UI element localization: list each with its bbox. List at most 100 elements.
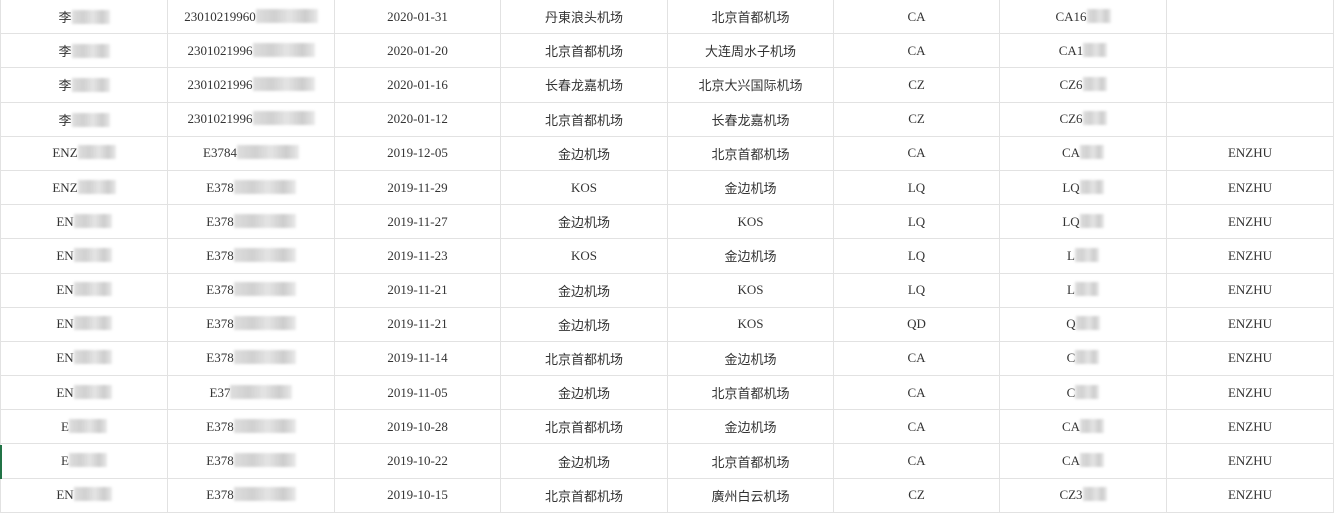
- cell-remark[interactable]: ENZHU: [1166, 306, 1334, 342]
- cell-remark[interactable]: ENZHU: [1166, 204, 1334, 240]
- cell-flight-number[interactable]: Q: [999, 306, 1167, 342]
- cell-date[interactable]: 2019-10-22: [334, 443, 501, 479]
- cell-name[interactable]: E: [0, 409, 168, 445]
- cell-airline[interactable]: CZ: [833, 101, 1000, 137]
- cell-departure-airport[interactable]: KOS: [500, 169, 668, 206]
- cell-departure-airport[interactable]: 长春龙嘉机场: [500, 67, 668, 103]
- cell-arrival-airport[interactable]: 北京首都机场: [667, 443, 834, 479]
- cell-date[interactable]: 2019-10-15: [334, 477, 501, 513]
- cell-flight-number[interactable]: CA: [999, 135, 1167, 171]
- cell-date[interactable]: 2019-10-28: [334, 409, 501, 445]
- cell-id-number[interactable]: E378: [167, 340, 335, 377]
- cell-departure-airport[interactable]: 金边机场: [500, 135, 668, 171]
- cell-flight-number[interactable]: C: [999, 375, 1167, 411]
- cell-id-number[interactable]: E378: [167, 169, 335, 206]
- cell-date[interactable]: 2019-11-14: [334, 340, 501, 377]
- cell-date[interactable]: 2019-11-23: [334, 238, 501, 274]
- cell-arrival-airport[interactable]: 金边机场: [667, 238, 834, 274]
- cell-arrival-airport[interactable]: 北京首都机场: [667, 0, 834, 35]
- cell-remark[interactable]: ENZHU: [1166, 477, 1334, 513]
- cell-flight-number[interactable]: CZ6: [999, 101, 1167, 137]
- cell-airline[interactable]: CA: [833, 443, 1000, 479]
- cell-name[interactable]: ENZ: [0, 135, 168, 171]
- cell-name[interactable]: 李: [0, 101, 168, 137]
- cell-airline[interactable]: LQ: [833, 238, 1000, 274]
- cell-airline[interactable]: CA: [833, 409, 1000, 445]
- cell-remark[interactable]: ENZHU: [1166, 135, 1334, 171]
- cell-name[interactable]: 李: [0, 33, 168, 69]
- cell-id-number[interactable]: E378: [167, 204, 335, 240]
- cell-departure-airport[interactable]: 北京首都机场: [500, 101, 668, 137]
- cell-airline[interactable]: CA: [833, 375, 1000, 411]
- cell-id-number[interactable]: E378: [167, 306, 335, 342]
- cell-flight-number[interactable]: C: [999, 340, 1167, 377]
- cell-id-number[interactable]: 2301021996: [167, 67, 335, 103]
- cell-remark[interactable]: ENZHU: [1166, 375, 1334, 411]
- cell-date[interactable]: 2020-01-12: [334, 101, 501, 137]
- cell-name[interactable]: EN: [0, 477, 168, 513]
- cell-flight-number[interactable]: CA: [999, 409, 1167, 445]
- cell-id-number[interactable]: E378: [167, 477, 335, 513]
- cell-remark[interactable]: [1166, 101, 1334, 137]
- cell-date[interactable]: 2019-11-05: [334, 375, 501, 411]
- cell-arrival-airport[interactable]: 大连周水子机场: [667, 33, 834, 69]
- cell-departure-airport[interactable]: 金边机场: [500, 375, 668, 411]
- cell-date[interactable]: 2019-12-05: [334, 135, 501, 171]
- cell-arrival-airport[interactable]: KOS: [667, 272, 834, 308]
- cell-departure-airport[interactable]: 北京首都机场: [500, 33, 668, 69]
- cell-arrival-airport[interactable]: 廣州白云机场: [667, 477, 834, 513]
- cell-flight-number[interactable]: LQ: [999, 204, 1167, 240]
- cell-arrival-airport[interactable]: 北京首都机场: [667, 375, 834, 411]
- cell-flight-number[interactable]: CA: [999, 443, 1167, 479]
- cell-name[interactable]: 李: [0, 0, 168, 35]
- cell-name[interactable]: E: [0, 443, 168, 479]
- cell-date[interactable]: 2019-11-29: [334, 169, 501, 206]
- cell-departure-airport[interactable]: 金边机场: [500, 204, 668, 240]
- cell-airline[interactable]: CZ: [833, 67, 1000, 103]
- cell-date[interactable]: 2020-01-16: [334, 67, 501, 103]
- cell-departure-airport[interactable]: 金边机场: [500, 272, 668, 308]
- cell-departure-airport[interactable]: 金边机场: [500, 443, 668, 479]
- cell-arrival-airport[interactable]: KOS: [667, 306, 834, 342]
- cell-remark[interactable]: ENZHU: [1166, 443, 1334, 479]
- cell-airline[interactable]: CA: [833, 0, 1000, 35]
- cell-id-number[interactable]: E378: [167, 272, 335, 308]
- cell-remark[interactable]: ENZHU: [1166, 238, 1334, 274]
- cell-departure-airport[interactable]: KOS: [500, 238, 668, 274]
- cell-name[interactable]: EN: [0, 306, 168, 342]
- cell-flight-number[interactable]: CA1: [999, 33, 1167, 69]
- cell-date[interactable]: 2020-01-31: [334, 0, 501, 35]
- cell-departure-airport[interactable]: 丹東浪头机场: [500, 0, 668, 35]
- cell-name[interactable]: EN: [0, 340, 168, 377]
- cell-id-number[interactable]: E3784: [167, 135, 335, 171]
- cell-airline[interactable]: LQ: [833, 272, 1000, 308]
- cell-name[interactable]: EN: [0, 375, 168, 411]
- cell-airline[interactable]: LQ: [833, 204, 1000, 240]
- cell-id-number[interactable]: E378: [167, 409, 335, 445]
- cell-id-number[interactable]: E378: [167, 238, 335, 274]
- cell-date[interactable]: 2020-01-20: [334, 33, 501, 69]
- cell-flight-number[interactable]: CZ3: [999, 477, 1167, 513]
- cell-arrival-airport[interactable]: KOS: [667, 204, 834, 240]
- cell-name[interactable]: 李: [0, 67, 168, 103]
- cell-airline[interactable]: QD: [833, 306, 1000, 342]
- cell-remark[interactable]: [1166, 0, 1334, 35]
- cell-departure-airport[interactable]: 北京首都机场: [500, 340, 668, 377]
- cell-flight-number[interactable]: LQ: [999, 169, 1167, 206]
- cell-flight-number[interactable]: L: [999, 238, 1167, 274]
- cell-arrival-airport[interactable]: 金边机场: [667, 409, 834, 445]
- cell-remark[interactable]: [1166, 67, 1334, 103]
- cell-name[interactable]: ENZ: [0, 169, 168, 206]
- cell-flight-number[interactable]: L: [999, 272, 1167, 308]
- cell-airline[interactable]: CA: [833, 135, 1000, 171]
- cell-arrival-airport[interactable]: 北京大兴国际机场: [667, 67, 834, 103]
- cell-remark[interactable]: [1166, 33, 1334, 69]
- cell-date[interactable]: 2019-11-21: [334, 272, 501, 308]
- cell-remark[interactable]: ENZHU: [1166, 272, 1334, 308]
- cell-airline[interactable]: CA: [833, 33, 1000, 69]
- cell-arrival-airport[interactable]: 北京首都机场: [667, 135, 834, 171]
- cell-date[interactable]: 2019-11-27: [334, 204, 501, 240]
- cell-arrival-airport[interactable]: 金边机场: [667, 340, 834, 377]
- cell-name[interactable]: EN: [0, 238, 168, 274]
- cell-name[interactable]: EN: [0, 272, 168, 308]
